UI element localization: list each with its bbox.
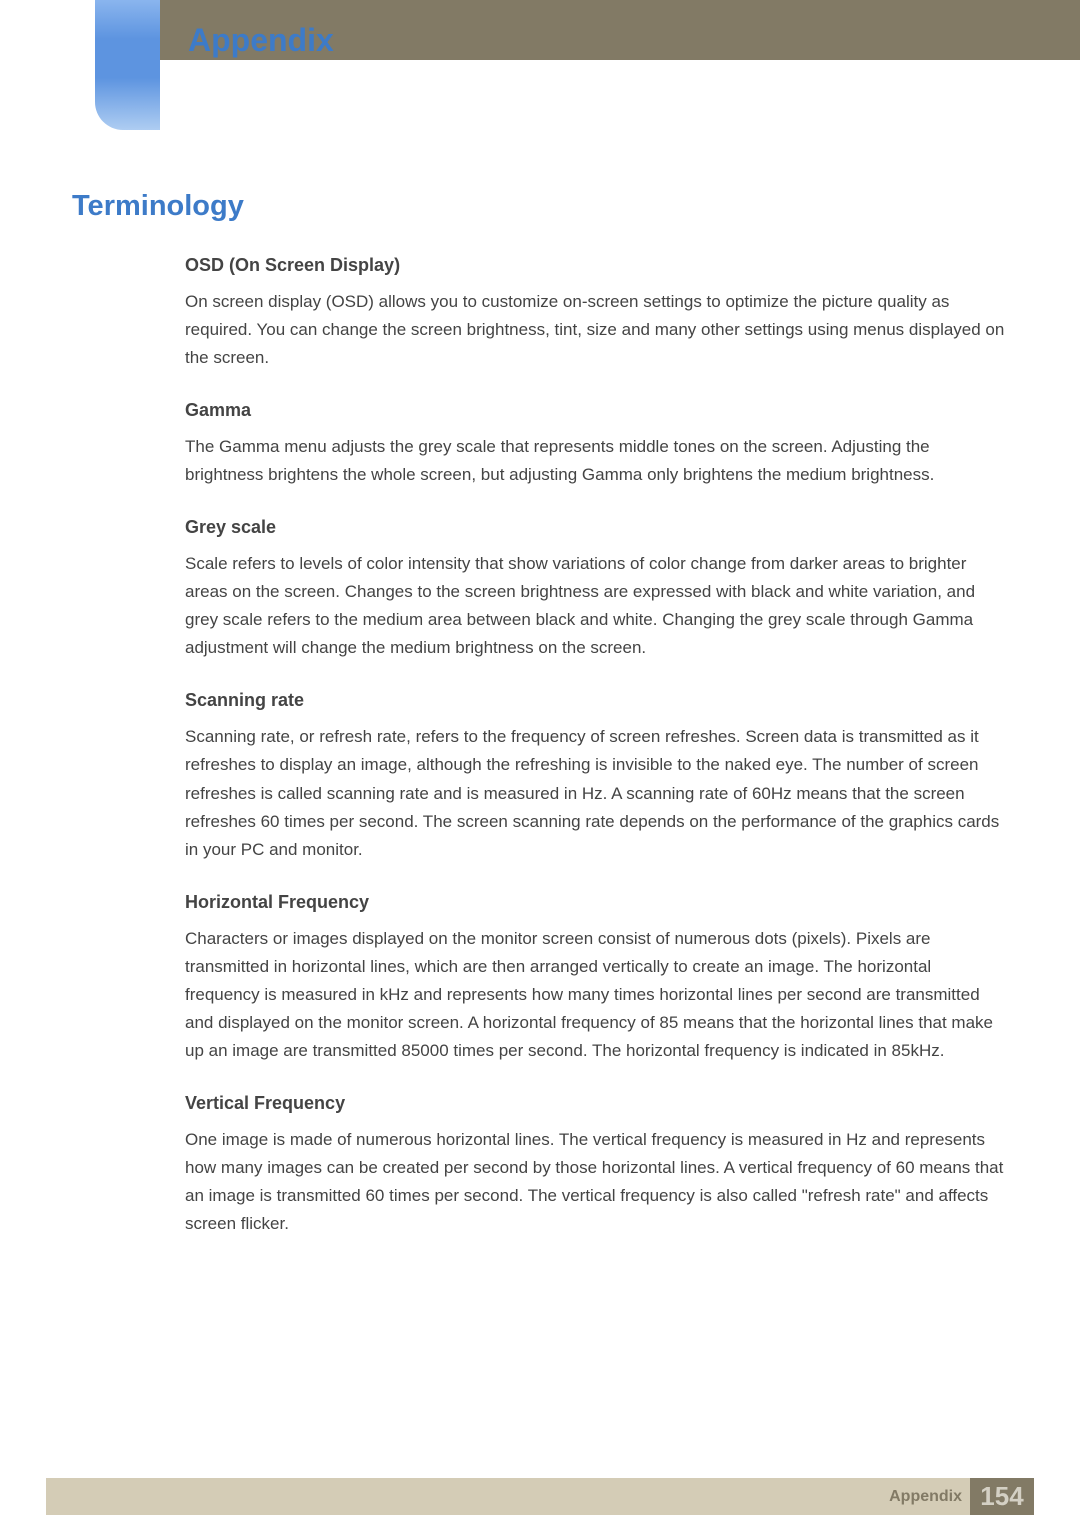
footer: Appendix 154 (0, 1477, 1080, 1527)
term-body: On screen display (OSD) allows you to cu… (185, 288, 1005, 372)
term-title: Grey scale (185, 517, 1005, 538)
term-body: The Gamma menu adjusts the grey scale th… (185, 433, 1005, 489)
term-title: Gamma (185, 400, 1005, 421)
term-block: Gamma The Gamma menu adjusts the grey sc… (185, 400, 1005, 489)
footer-bar (46, 1478, 1034, 1515)
term-block: Horizontal Frequency Characters or image… (185, 892, 1005, 1065)
term-title: Horizontal Frequency (185, 892, 1005, 913)
content-area: OSD (On Screen Display) On screen displa… (185, 255, 1005, 1266)
header-bar (0, 0, 1080, 60)
footer-label: Appendix (889, 1488, 962, 1506)
term-block: Grey scale Scale refers to levels of col… (185, 517, 1005, 662)
term-block: Scanning rate Scanning rate, or refresh … (185, 690, 1005, 863)
page-number-box: 154 (970, 1478, 1034, 1515)
term-body: Characters or images displayed on the mo… (185, 925, 1005, 1065)
term-block: OSD (On Screen Display) On screen displa… (185, 255, 1005, 372)
term-body: Scale refers to levels of color intensit… (185, 550, 1005, 662)
section-title: Terminology (72, 190, 244, 223)
term-title: Vertical Frequency (185, 1093, 1005, 1114)
chapter-tab (95, 0, 160, 130)
chapter-title: Appendix (188, 22, 334, 59)
page-number: 154 (980, 1481, 1023, 1512)
term-title: Scanning rate (185, 690, 1005, 711)
term-body: One image is made of numerous horizontal… (185, 1126, 1005, 1238)
term-body: Scanning rate, or refresh rate, refers t… (185, 723, 1005, 863)
term-block: Vertical Frequency One image is made of … (185, 1093, 1005, 1238)
term-title: OSD (On Screen Display) (185, 255, 1005, 276)
